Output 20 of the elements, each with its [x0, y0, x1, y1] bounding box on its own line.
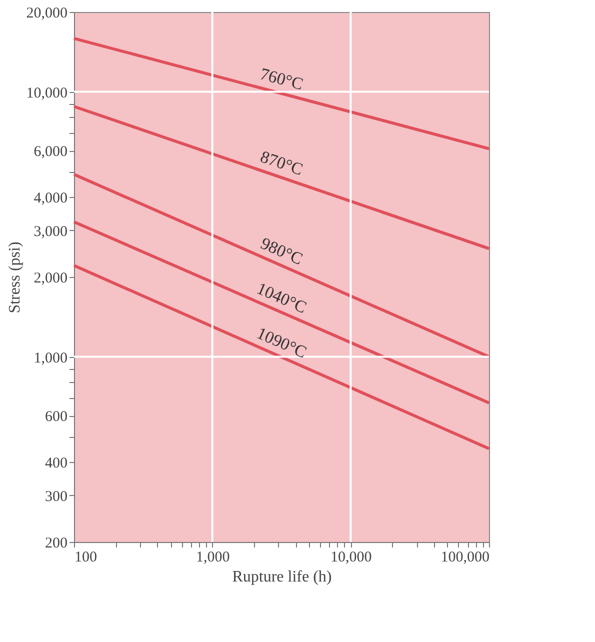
y-tick-label: 6,000	[34, 144, 68, 160]
text: 760°C	[258, 64, 306, 94]
y-tick-label: 2,000	[34, 270, 68, 286]
x-axis-title: Rupture life (h)	[232, 568, 332, 586]
text: 870°C	[258, 147, 306, 180]
y-tick-label: 20,000	[26, 6, 68, 22]
y-tick-label: 3,000	[34, 224, 68, 240]
x-tick-label: 100,000	[440, 550, 490, 566]
text: 980°C	[258, 234, 306, 269]
y-tick-label: 300	[45, 488, 68, 505]
x-tick-label: 1,000	[196, 550, 230, 566]
y-tick-label: 400	[45, 456, 68, 472]
y-tick-label: 4,000	[34, 190, 68, 207]
x-tick-label: 10,000	[330, 550, 372, 566]
y-tick-label: 200	[45, 536, 68, 552]
y-tick-label: 10,000	[26, 85, 68, 102]
y-tick-label: 1,000	[34, 350, 68, 366]
y-tick-label: 600	[45, 409, 68, 426]
y-axis-title: Stress (psi)	[6, 242, 24, 314]
x-tick-label: 100	[74, 550, 97, 566]
